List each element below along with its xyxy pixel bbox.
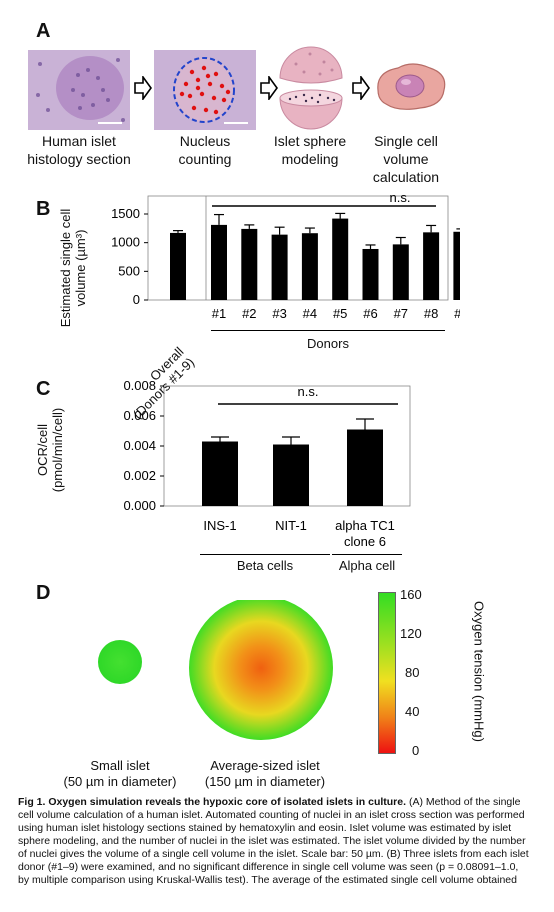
bar — [202, 441, 238, 506]
beta-cells-group-line — [200, 554, 330, 555]
histology-section-image — [28, 50, 130, 130]
oxygen-colorbar — [378, 592, 396, 754]
x-tick-label: #3 — [272, 306, 286, 321]
caption-line: (A) Method of the single — [406, 796, 521, 808]
alpha-cell-group-line — [332, 554, 402, 555]
x-tick-label: #6 — [363, 306, 377, 321]
arrow-right-icon — [352, 76, 370, 100]
y-tick-label: 0.008 — [123, 380, 156, 393]
bar — [301, 233, 318, 300]
panel-b-x-axis-label: Donors — [307, 336, 349, 351]
bar — [392, 244, 409, 300]
caption-title: Fig 1. Oxygen simulation reveals the hyp… — [18, 796, 407, 808]
colorbar-title: Oxygen tension (mmHg) — [471, 601, 487, 742]
x-tick-label: INS-1 — [203, 518, 236, 533]
colorbar-tick: 120 — [400, 626, 422, 641]
arrow-right-icon — [260, 76, 278, 100]
x-tick-label: #7 — [394, 306, 408, 321]
x-tick-label: #4 — [303, 306, 317, 321]
x-tick-label: #1 — [212, 306, 226, 321]
step-label-histology: Human islet histology section — [27, 133, 131, 167]
bar — [170, 232, 186, 300]
caption-line: cell volume calculation of a human islet… — [18, 809, 525, 821]
x-tick-label: #2 — [242, 306, 256, 321]
small-islet-label: Small islet (50 µm in diameter) — [63, 758, 177, 789]
bar — [211, 224, 227, 300]
beta-cells-label: Beta cells — [236, 558, 294, 573]
single-cell-image — [377, 63, 446, 110]
islet-sphere-model-image — [279, 46, 343, 130]
x-tick-label: #9 — [454, 306, 460, 321]
y-tick-label: 500 — [118, 263, 140, 278]
caption-line: sphere modeling, and the number of nucle… — [18, 835, 526, 847]
x-tick-label: #5 — [333, 306, 347, 321]
y-tick-label: 0.002 — [123, 468, 156, 483]
figure-caption: Fig 1. Oxygen simulation reveals the hyp… — [18, 796, 540, 887]
alpha-cell-label: Alpha cell — [338, 558, 396, 573]
panel-b-significance: n.s. — [390, 190, 411, 205]
average-islet-circle — [189, 600, 333, 740]
bar — [332, 218, 349, 300]
colorbar-tick: 40 — [405, 704, 420, 719]
caption-line: donor (#1–9) were examined, and no signi… — [18, 861, 519, 873]
colorbar-tick: 0 — [412, 743, 420, 758]
y-tick-label: 0.006 — [123, 408, 156, 423]
bar — [423, 232, 440, 300]
bar — [273, 444, 309, 506]
x-tick-label: #8 — [424, 306, 438, 321]
step-label-sphere-modeling: Islet sphere modeling — [273, 133, 347, 167]
panel-a-letter: A — [36, 20, 51, 42]
panel-b-frame — [147, 195, 449, 301]
y-tick-label: 0.004 — [123, 438, 156, 453]
oxygen-simulation-image — [98, 600, 333, 740]
x-tick-label: clone 6 — [344, 534, 386, 549]
y-tick-label: 0 — [133, 292, 140, 307]
panel-b-letter: B — [36, 198, 51, 220]
caption-line: using human islet histology sections sta… — [18, 822, 512, 834]
small-islet-circle — [98, 640, 142, 684]
bar — [362, 248, 379, 300]
nucleus-counting-image — [154, 50, 256, 130]
bar — [453, 231, 460, 300]
y-tick-label: 1000 — [111, 235, 140, 250]
caption-line: by multiple comparison using Kruskal-Wal… — [18, 874, 517, 886]
bar — [271, 234, 288, 300]
panel-c-letter: C — [36, 378, 51, 400]
bar — [347, 429, 383, 506]
y-tick-label: 1500 — [111, 206, 140, 221]
arrow-right-icon — [134, 76, 152, 100]
panel-c-y-axis-label: OCR/cell (pmol/min/cell) — [35, 407, 65, 493]
panel-c-significance: n.s. — [298, 384, 319, 399]
donors-group-line — [211, 330, 445, 331]
x-tick-label: alpha TC1 — [335, 518, 395, 533]
panel-c-chart: 0.008 0.006 0.004 0.002 0.000 INS-1 NIT-1 alpha… — [123, 380, 411, 549]
colorbar-tick: 160 — [400, 587, 422, 602]
panel-b-y-axis-label: Estimated single cell volume (µm³) — [58, 208, 88, 328]
step-label-nucleus-counting: Nucleus counting — [178, 133, 232, 167]
panel-b-chart: 1500 1000 500 0 #1 #2 #3 #4 #5 #6 #7 #8 #9 n.s. — [111, 190, 460, 321]
step-label-single-cell: Single cell volume calculation — [372, 133, 440, 185]
y-tick-label: 0.000 — [123, 498, 156, 513]
average-islet-label: Average-sized islet (150 µm in diameter) — [204, 758, 326, 789]
bar — [241, 228, 258, 300]
colorbar-tick: 80 — [405, 665, 420, 680]
panel-d-letter: D — [36, 582, 51, 604]
caption-line: of nuclei gives the volume of a single c… — [18, 848, 529, 860]
x-tick-label: NIT-1 — [275, 518, 307, 533]
